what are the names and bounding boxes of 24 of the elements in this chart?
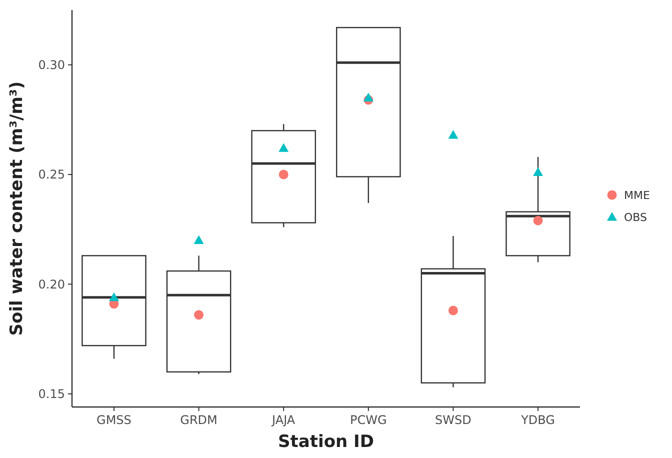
x-tick-label: SWSD <box>435 413 472 427</box>
point <box>448 130 458 139</box>
y-tick-label: 0.20 <box>38 277 65 292</box>
y-tick-label: 0.30 <box>38 58 65 72</box>
x-tick-label: GMSS <box>96 413 132 427</box>
point <box>533 216 543 226</box>
point <box>194 235 204 244</box>
point <box>363 92 374 102</box>
point <box>533 167 544 176</box>
point <box>108 292 119 302</box>
x-tick-label: YDBG <box>520 413 555 427</box>
x-tick-label: JAJA <box>271 413 296 427</box>
point <box>194 310 204 320</box>
legend-label: OBS <box>624 210 648 224</box>
y-axis-title: Soil water content (m³/m³) <box>7 81 27 336</box>
point <box>278 143 289 152</box>
x-axis-title: Station ID <box>278 432 374 452</box>
point <box>278 170 288 180</box>
x-tick-label: PCWG <box>350 413 387 427</box>
y-tick-label: 0.15 <box>38 387 65 402</box>
point <box>448 306 458 316</box>
legend-label: MME <box>624 188 650 202</box>
y-tick-label: 0.25 <box>38 168 65 182</box>
x-tick-label: GRDM <box>180 413 218 427</box>
